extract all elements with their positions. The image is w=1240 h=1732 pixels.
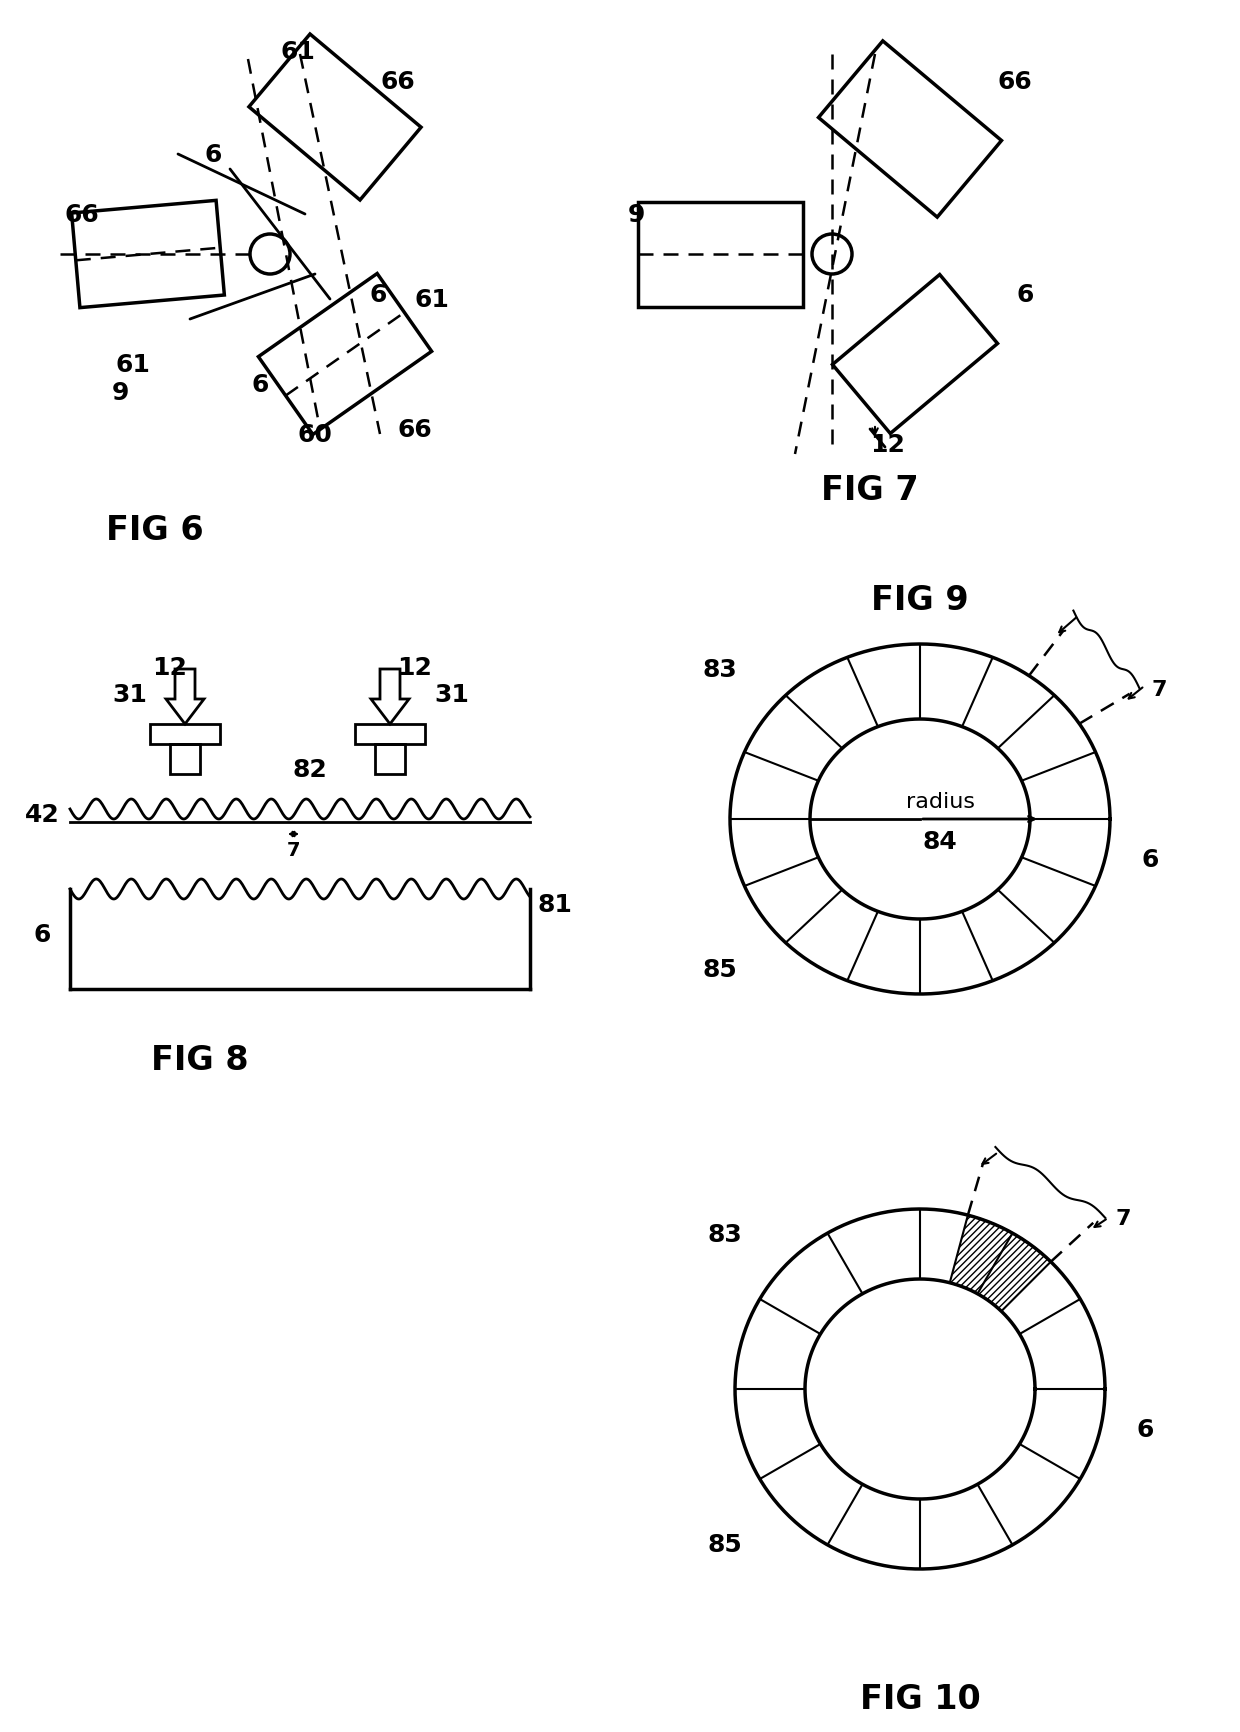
Text: 12: 12 [398,656,433,679]
Text: 42: 42 [25,802,60,826]
Text: 12: 12 [870,433,905,457]
Text: 6: 6 [1017,282,1034,307]
Text: 6: 6 [205,144,222,166]
Text: 61: 61 [115,353,150,378]
Text: FIG 9: FIG 9 [872,584,968,617]
Text: 7: 7 [286,840,300,859]
Text: 31: 31 [113,682,148,707]
Text: 6: 6 [370,282,387,307]
Text: 6: 6 [33,923,51,946]
Text: 6: 6 [1141,847,1158,871]
Text: radius: radius [905,792,975,812]
Text: 66: 66 [998,69,1033,94]
Bar [170,745,200,774]
Polygon shape [950,1216,1050,1311]
Text: FIG 7: FIG 7 [821,473,919,506]
Text: FIG 10: FIG 10 [859,1682,981,1715]
Text: 6: 6 [252,372,269,397]
Text: 12: 12 [153,656,187,679]
Text: 83: 83 [703,658,738,682]
Bar [150,724,219,745]
Text: 83: 83 [708,1223,743,1247]
Text: 66: 66 [381,69,415,94]
Text: 9: 9 [627,203,645,227]
Bar [355,724,425,745]
Text: 60: 60 [298,423,332,447]
Text: 31: 31 [434,682,470,707]
Text: 7: 7 [1116,1209,1131,1228]
Text: 61: 61 [280,40,315,64]
Text: FIG 8: FIG 8 [151,1043,249,1076]
Text: 85: 85 [703,958,738,982]
Text: 9: 9 [112,381,129,405]
Text: FIG 6: FIG 6 [107,513,203,546]
Text: 61: 61 [414,288,449,312]
Text: 7: 7 [1152,679,1167,700]
Text: 85: 85 [708,1533,743,1555]
Text: 84: 84 [923,830,957,854]
Text: 66: 66 [64,203,99,227]
Text: 66: 66 [398,417,433,442]
Bar [374,745,405,774]
Text: 82: 82 [293,757,327,781]
Text: 81: 81 [538,892,573,916]
Text: 6: 6 [1136,1417,1153,1441]
